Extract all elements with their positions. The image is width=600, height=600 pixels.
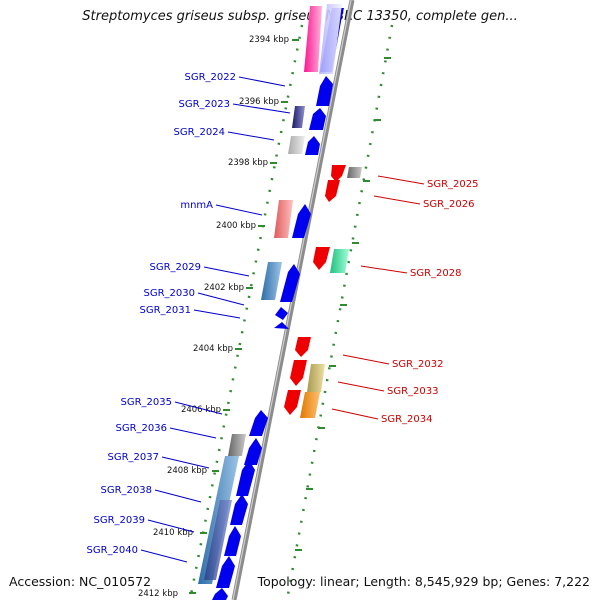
reverse-gene-arrows <box>284 165 346 415</box>
forward-arrow-icon[interactable] <box>305 136 320 155</box>
reverse-homology-blocks <box>300 167 362 418</box>
forward-arrow-icon[interactable] <box>236 460 255 496</box>
homology-block-steel <box>261 262 282 300</box>
gene-label-sgr-2022[interactable]: SGR_2022 <box>185 72 237 83</box>
gene-label-sgr-2036[interactable]: SGR_2036 <box>116 423 168 434</box>
gene-label-sgr-2033[interactable]: SGR_2033 <box>387 386 439 397</box>
kbp-label: 2404 kbp <box>193 344 233 354</box>
homology-block-grey <box>228 434 246 456</box>
reverse-arrow-icon[interactable] <box>290 360 307 386</box>
kbp-label: 2396 kbp <box>239 97 279 107</box>
forward-arrow-icon[interactable] <box>249 410 268 436</box>
gene-label-sgr-2032[interactable]: SGR_2032 <box>392 359 444 370</box>
gene-label-sgr-2023[interactable]: SGR_2023 <box>179 99 231 110</box>
homology-block-lightgrey <box>288 136 305 154</box>
chromosome-backbone <box>231 0 355 600</box>
gene-label-sgr-2040[interactable]: SGR_2040 <box>87 545 139 556</box>
forward-arrow-icon[interactable] <box>212 588 228 600</box>
kbp-label: 2400 kbp <box>216 221 256 231</box>
homology-block-mint <box>330 249 349 273</box>
kbp-label: 2410 kbp <box>153 528 193 538</box>
reverse-arrow-icon[interactable] <box>325 180 340 202</box>
homology-block-darkgrey <box>347 167 362 178</box>
reverse-gene-labels: SGR_2025 SGR_2026 SGR_2028 SGR_2032 SGR_… <box>331 175 479 425</box>
forward-arrow-icon[interactable] <box>274 322 289 329</box>
kbp-tick-marks <box>189 39 299 594</box>
gene-label-sgr-2034[interactable]: SGR_2034 <box>381 414 433 425</box>
forward-arrow-icon[interactable] <box>316 76 333 106</box>
kbp-label: 2408 kbp <box>167 466 207 476</box>
gene-label-sgr-2038[interactable]: SGR_2038 <box>101 485 153 496</box>
gene-label-sgr-2039[interactable]: SGR_2039 <box>94 515 146 526</box>
gene-label-sgr-2024[interactable]: SGR_2024 <box>174 127 226 138</box>
reverse-arrow-icon[interactable] <box>295 337 311 357</box>
forward-arrow-icon[interactable] <box>244 438 262 465</box>
forward-arrow-icon[interactable] <box>216 556 235 588</box>
forward-arrow-icon[interactable] <box>230 494 248 525</box>
gene-label-sgr-2025[interactable]: SGR_2025 <box>427 179 479 190</box>
forward-arrow-icon[interactable] <box>224 526 241 556</box>
forward-arrow-icon[interactable] <box>280 264 300 302</box>
kbp-label: 2402 kbp <box>204 283 244 293</box>
kbp-label: 2398 kbp <box>228 158 268 168</box>
accession-text: Accession: NC_010572 <box>9 574 152 589</box>
kbp-label: 2394 kbp <box>249 35 289 45</box>
gene-label-sgr-2031[interactable]: SGR_2031 <box>140 305 192 316</box>
gene-label-sgr-2026[interactable]: SGR_2026 <box>423 199 475 210</box>
forward-arrow-icon[interactable] <box>275 307 288 320</box>
reverse-arrow-icon[interactable] <box>284 390 301 415</box>
kbp-label: 2412 kbp <box>138 589 178 599</box>
reverse-arrow-icon[interactable] <box>331 165 346 182</box>
homology-block-lavender <box>319 4 342 74</box>
gene-label-sgr-2030[interactable]: SGR_2030 <box>144 288 196 299</box>
homology-block-orange <box>300 392 320 418</box>
forward-homology-blocks <box>198 4 342 584</box>
gene-label-sgr-2037[interactable]: SGR_2037 <box>108 452 160 463</box>
homology-block-khaki <box>307 364 325 392</box>
genome-stats-text: Topology: linear; Length: 8,545,929 bp; … <box>257 574 590 589</box>
homology-block-salmon <box>274 200 293 238</box>
gene-label-mnma[interactable]: mnmA <box>180 200 213 211</box>
gene-label-sgr-2029[interactable]: SGR_2029 <box>150 262 202 273</box>
homology-block-navy <box>292 106 305 128</box>
homology-block-steel-dark <box>204 500 232 580</box>
homology-block-pink <box>304 6 322 72</box>
ruler-right-ticks <box>295 57 391 551</box>
gene-label-sgr-2028[interactable]: SGR_2028 <box>410 268 462 279</box>
forward-arrow-icon[interactable] <box>309 108 326 130</box>
forward-gene-labels: SGR_2022 SGR_2023 SGR_2024 mnmA SGR_2029… <box>87 72 291 563</box>
map-title: Streptomyces griseus subsp. griseus NBRC… <box>82 9 518 24</box>
forward-arrow-icon[interactable] <box>292 204 311 238</box>
kbp-label: 2406 kbp <box>181 405 221 415</box>
reverse-arrow-icon[interactable] <box>313 247 330 270</box>
ruler-left <box>188 24 304 600</box>
gene-label-sgr-2035[interactable]: SGR_2035 <box>121 397 173 408</box>
